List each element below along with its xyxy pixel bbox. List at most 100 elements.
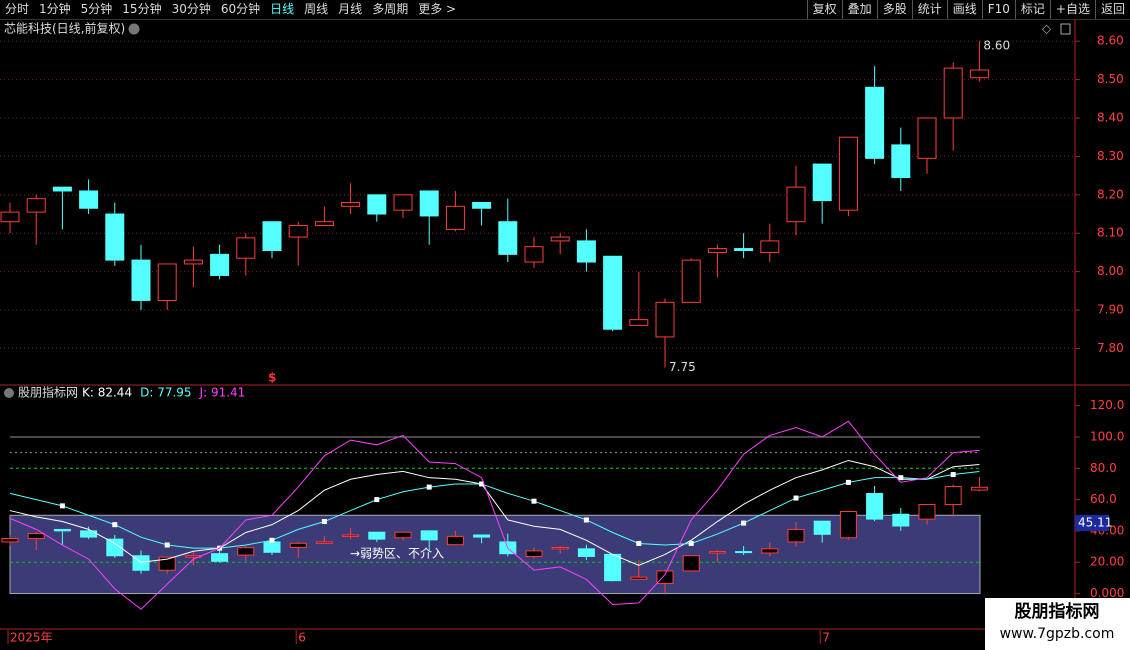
candle-body <box>105 213 125 261</box>
toolbar-button[interactable]: 多股 <box>876 0 912 19</box>
toolbar-button[interactable]: +自选 <box>1049 0 1095 19</box>
candle-body <box>26 198 46 213</box>
line-marker <box>793 495 799 501</box>
y-tick-label: 8.10 <box>1097 226 1124 240</box>
candle-body <box>603 255 623 330</box>
candle-body <box>80 530 98 538</box>
line-marker <box>164 542 170 548</box>
candle-body <box>761 548 779 554</box>
candle-body <box>237 547 255 556</box>
watermark-title: 股朋指标网 <box>1015 601 1100 622</box>
candle-body <box>708 551 726 554</box>
toolbar: 分时 1分钟 5分钟 15分钟 30分钟 60分钟 日线 周线 月线 多周期 更多 > 复权 叠加 多股统… <box>0 0 1130 20</box>
toolbar-button[interactable]: 30分钟 <box>171 2 211 16</box>
candle-body <box>1 537 19 543</box>
candle-body <box>262 221 282 252</box>
candle-body <box>289 542 307 548</box>
toolbar-button[interactable]: 5分钟 <box>80 2 113 16</box>
toolbar-button[interactable]: 多周期 <box>372 2 409 16</box>
candle-body <box>682 555 700 572</box>
line-marker <box>845 479 851 485</box>
candle-body <box>342 534 360 537</box>
x-tick-label: 7 <box>822 631 830 645</box>
candle-body <box>707 248 727 253</box>
legend-entry: K: 82.44 <box>82 386 132 400</box>
indicator-line <box>9 471 980 549</box>
candle-body <box>0 211 20 223</box>
y-tick-label: 8.40 <box>1097 111 1124 125</box>
toolbar-button[interactable]: 15分钟 <box>122 2 162 16</box>
icon[interactable] <box>1060 23 1071 35</box>
candle-body <box>367 194 387 215</box>
signal-mark: $ <box>268 371 276 385</box>
line-marker <box>426 484 432 490</box>
legend-entry: D: 77.95 <box>140 386 191 400</box>
line-marker <box>950 472 956 478</box>
candle-body <box>315 541 333 544</box>
tool-buttons: 复权 叠加 多股 统计 画线 F10 标记 +自选 返回 <box>806 0 1130 19</box>
candle-body <box>419 190 439 217</box>
toolbar-button[interactable]: 叠加 <box>841 0 877 19</box>
candle-body <box>892 513 910 527</box>
candle-body <box>813 520 831 535</box>
line-marker <box>479 481 485 487</box>
candle-body <box>473 534 491 538</box>
y-tick-label: 7.90 <box>1097 303 1124 317</box>
legend-entry: J: 91.41 <box>199 386 246 400</box>
candle-body <box>211 553 229 562</box>
candle-body <box>760 240 780 253</box>
candle-body <box>420 530 438 541</box>
candle-body <box>943 67 963 119</box>
toolbar-button[interactable]: 统计 <box>911 0 947 19</box>
candle-body <box>944 486 962 506</box>
current-value-box <box>1075 514 1109 531</box>
candle-body <box>106 538 124 557</box>
line-marker <box>531 498 537 504</box>
candle-body <box>735 551 753 554</box>
candle-body <box>525 550 543 557</box>
dropdown-icon[interactable] <box>4 388 14 398</box>
candle-body <box>891 144 911 179</box>
line-marker <box>636 540 642 546</box>
toolbar-button[interactable]: 日线 <box>270 2 295 16</box>
toolbar-button[interactable]: 更多 > <box>418 2 457 16</box>
toolbar-button[interactable]: 分时 <box>5 2 30 16</box>
candle-body <box>445 205 465 230</box>
toolbar-button[interactable]: 返回 <box>1094 0 1130 19</box>
line-marker <box>898 475 904 481</box>
icon[interactable]: ◇ <box>1042 22 1052 36</box>
line-marker <box>374 497 380 503</box>
candle-body <box>838 136 858 211</box>
toolbar-button[interactable]: 周线 <box>304 2 329 16</box>
candle-body <box>158 556 176 571</box>
toolbar-button[interactable]: 1分钟 <box>39 2 71 16</box>
toolbar-button[interactable]: 月线 <box>338 2 363 16</box>
candle-body <box>551 546 569 550</box>
candle-body <box>865 86 885 159</box>
y-tick-label: 20.00 <box>1090 555 1124 569</box>
y-tick-label: 7.80 <box>1097 341 1124 355</box>
weak-zone <box>9 514 981 595</box>
toolbar-button[interactable]: 60分钟 <box>220 2 261 16</box>
toolbar-button[interactable]: 标记 <box>1014 0 1050 19</box>
dropdown-icon[interactable] <box>128 23 140 35</box>
candle-body <box>446 535 464 546</box>
toolbar-button[interactable]: 复权 <box>806 0 842 19</box>
y-tick-label: 120.0 <box>1090 398 1124 412</box>
y-tick-label: 8.60 <box>1097 34 1124 48</box>
candle-body <box>866 493 884 520</box>
candle-body <box>394 531 412 539</box>
x-tick-label: 2025年 <box>10 631 53 645</box>
candle-body <box>734 248 754 252</box>
indicator-line <box>9 420 980 610</box>
y-tick-label: 8.50 <box>1097 72 1124 86</box>
candle-body <box>472 202 492 209</box>
toolbar-button[interactable]: 画线 <box>946 0 982 19</box>
candle-body <box>288 225 308 238</box>
toolbar-button[interactable]: F10 <box>981 0 1015 19</box>
price-annotation: 7.75 <box>669 360 696 374</box>
candle-body <box>918 504 936 520</box>
watermark-box <box>985 598 1130 650</box>
candle-body <box>839 510 857 539</box>
candle-body <box>576 240 596 263</box>
